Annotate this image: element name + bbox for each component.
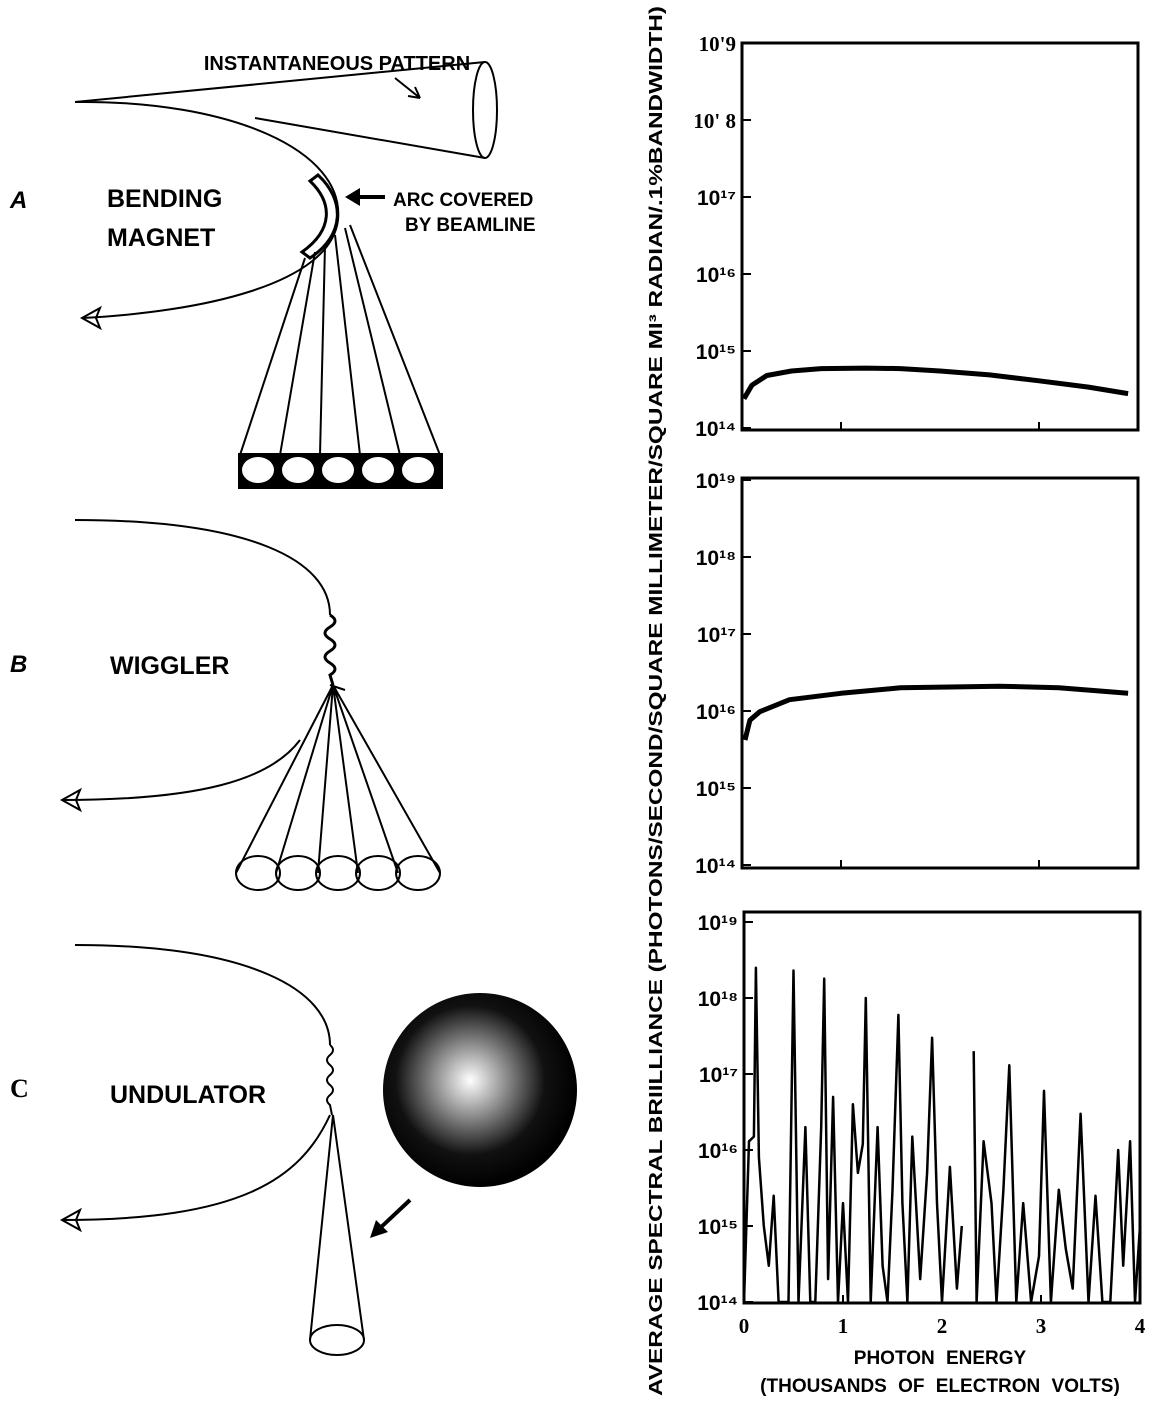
x-tick-label: 4 — [1135, 1314, 1146, 1338]
y-tick-label: 10¹⁷ — [697, 624, 736, 647]
y-tick-label: 10¹⁹ — [698, 912, 738, 935]
spectrum-line — [742, 683, 1129, 741]
y-tick-label: 10¹⁴ — [697, 1292, 738, 1315]
diagram-drawing — [59, 61, 577, 1356]
y-tick-label: 10¹⁸ — [696, 547, 736, 570]
x-tick-label: 3 — [1036, 1314, 1047, 1338]
arc-label: ARC COVERED — [393, 190, 533, 211]
x-tick-label: 2 — [937, 1314, 948, 1338]
y-tick-label: 10' 8 — [693, 109, 736, 133]
y-tick-label: 10¹⁷ — [699, 1064, 738, 1087]
y-tick-label: 10¹⁶ — [696, 701, 736, 724]
panel-label: MAGNET — [107, 224, 215, 252]
panel-label: WIGGLER — [110, 652, 229, 680]
y-tick-label: 10¹⁶ — [698, 1140, 738, 1163]
y-tick-label: 10¹⁵ — [696, 778, 736, 801]
x-tick-label: 0 — [739, 1314, 750, 1338]
x-tick-label: 1 — [838, 1314, 849, 1338]
y-axis-label: AVERAGE SPECTRAL BRIILLIANCE (PHOTONS/SE… — [645, 6, 666, 1396]
spectrum-line — [741, 365, 1129, 400]
y-tick-label: 10¹⁶ — [696, 264, 736, 287]
arc-label: BY BEAMLINE — [405, 215, 536, 236]
y-tick-label: 10¹⁵ — [696, 341, 736, 364]
x-axis-label: PHOTON ENERGY — [854, 1348, 1027, 1369]
y-tick-label: 10¹⁴ — [695, 855, 736, 878]
pattern-label: INSTANTANEOUS PATTERN — [204, 53, 470, 75]
y-tick-label: 10¹⁴ — [695, 418, 736, 441]
plot-frame — [740, 41, 1140, 432]
y-tick-label: 10¹⁸ — [698, 988, 738, 1011]
panel-label: UNDULATOR — [110, 1081, 266, 1109]
panel-letter: C — [10, 1074, 29, 1103]
y-tick-label: 10¹⁵ — [698, 1216, 738, 1239]
y-tick-label: 10'9 — [699, 32, 736, 56]
x-axis-unit: (THOUSANDS OF ELECTRON VOLTS) — [760, 1376, 1120, 1397]
panel-letter: A — [9, 187, 27, 214]
y-tick-label: 10¹⁷ — [697, 187, 736, 210]
spectrum-line — [742, 966, 1142, 1304]
panel-letter: B — [10, 651, 27, 678]
plot-frame — [740, 476, 1140, 870]
y-tick-label: 10¹⁹ — [696, 470, 736, 493]
plot-frame — [742, 910, 1142, 1305]
panel-label: BENDING — [107, 185, 222, 213]
